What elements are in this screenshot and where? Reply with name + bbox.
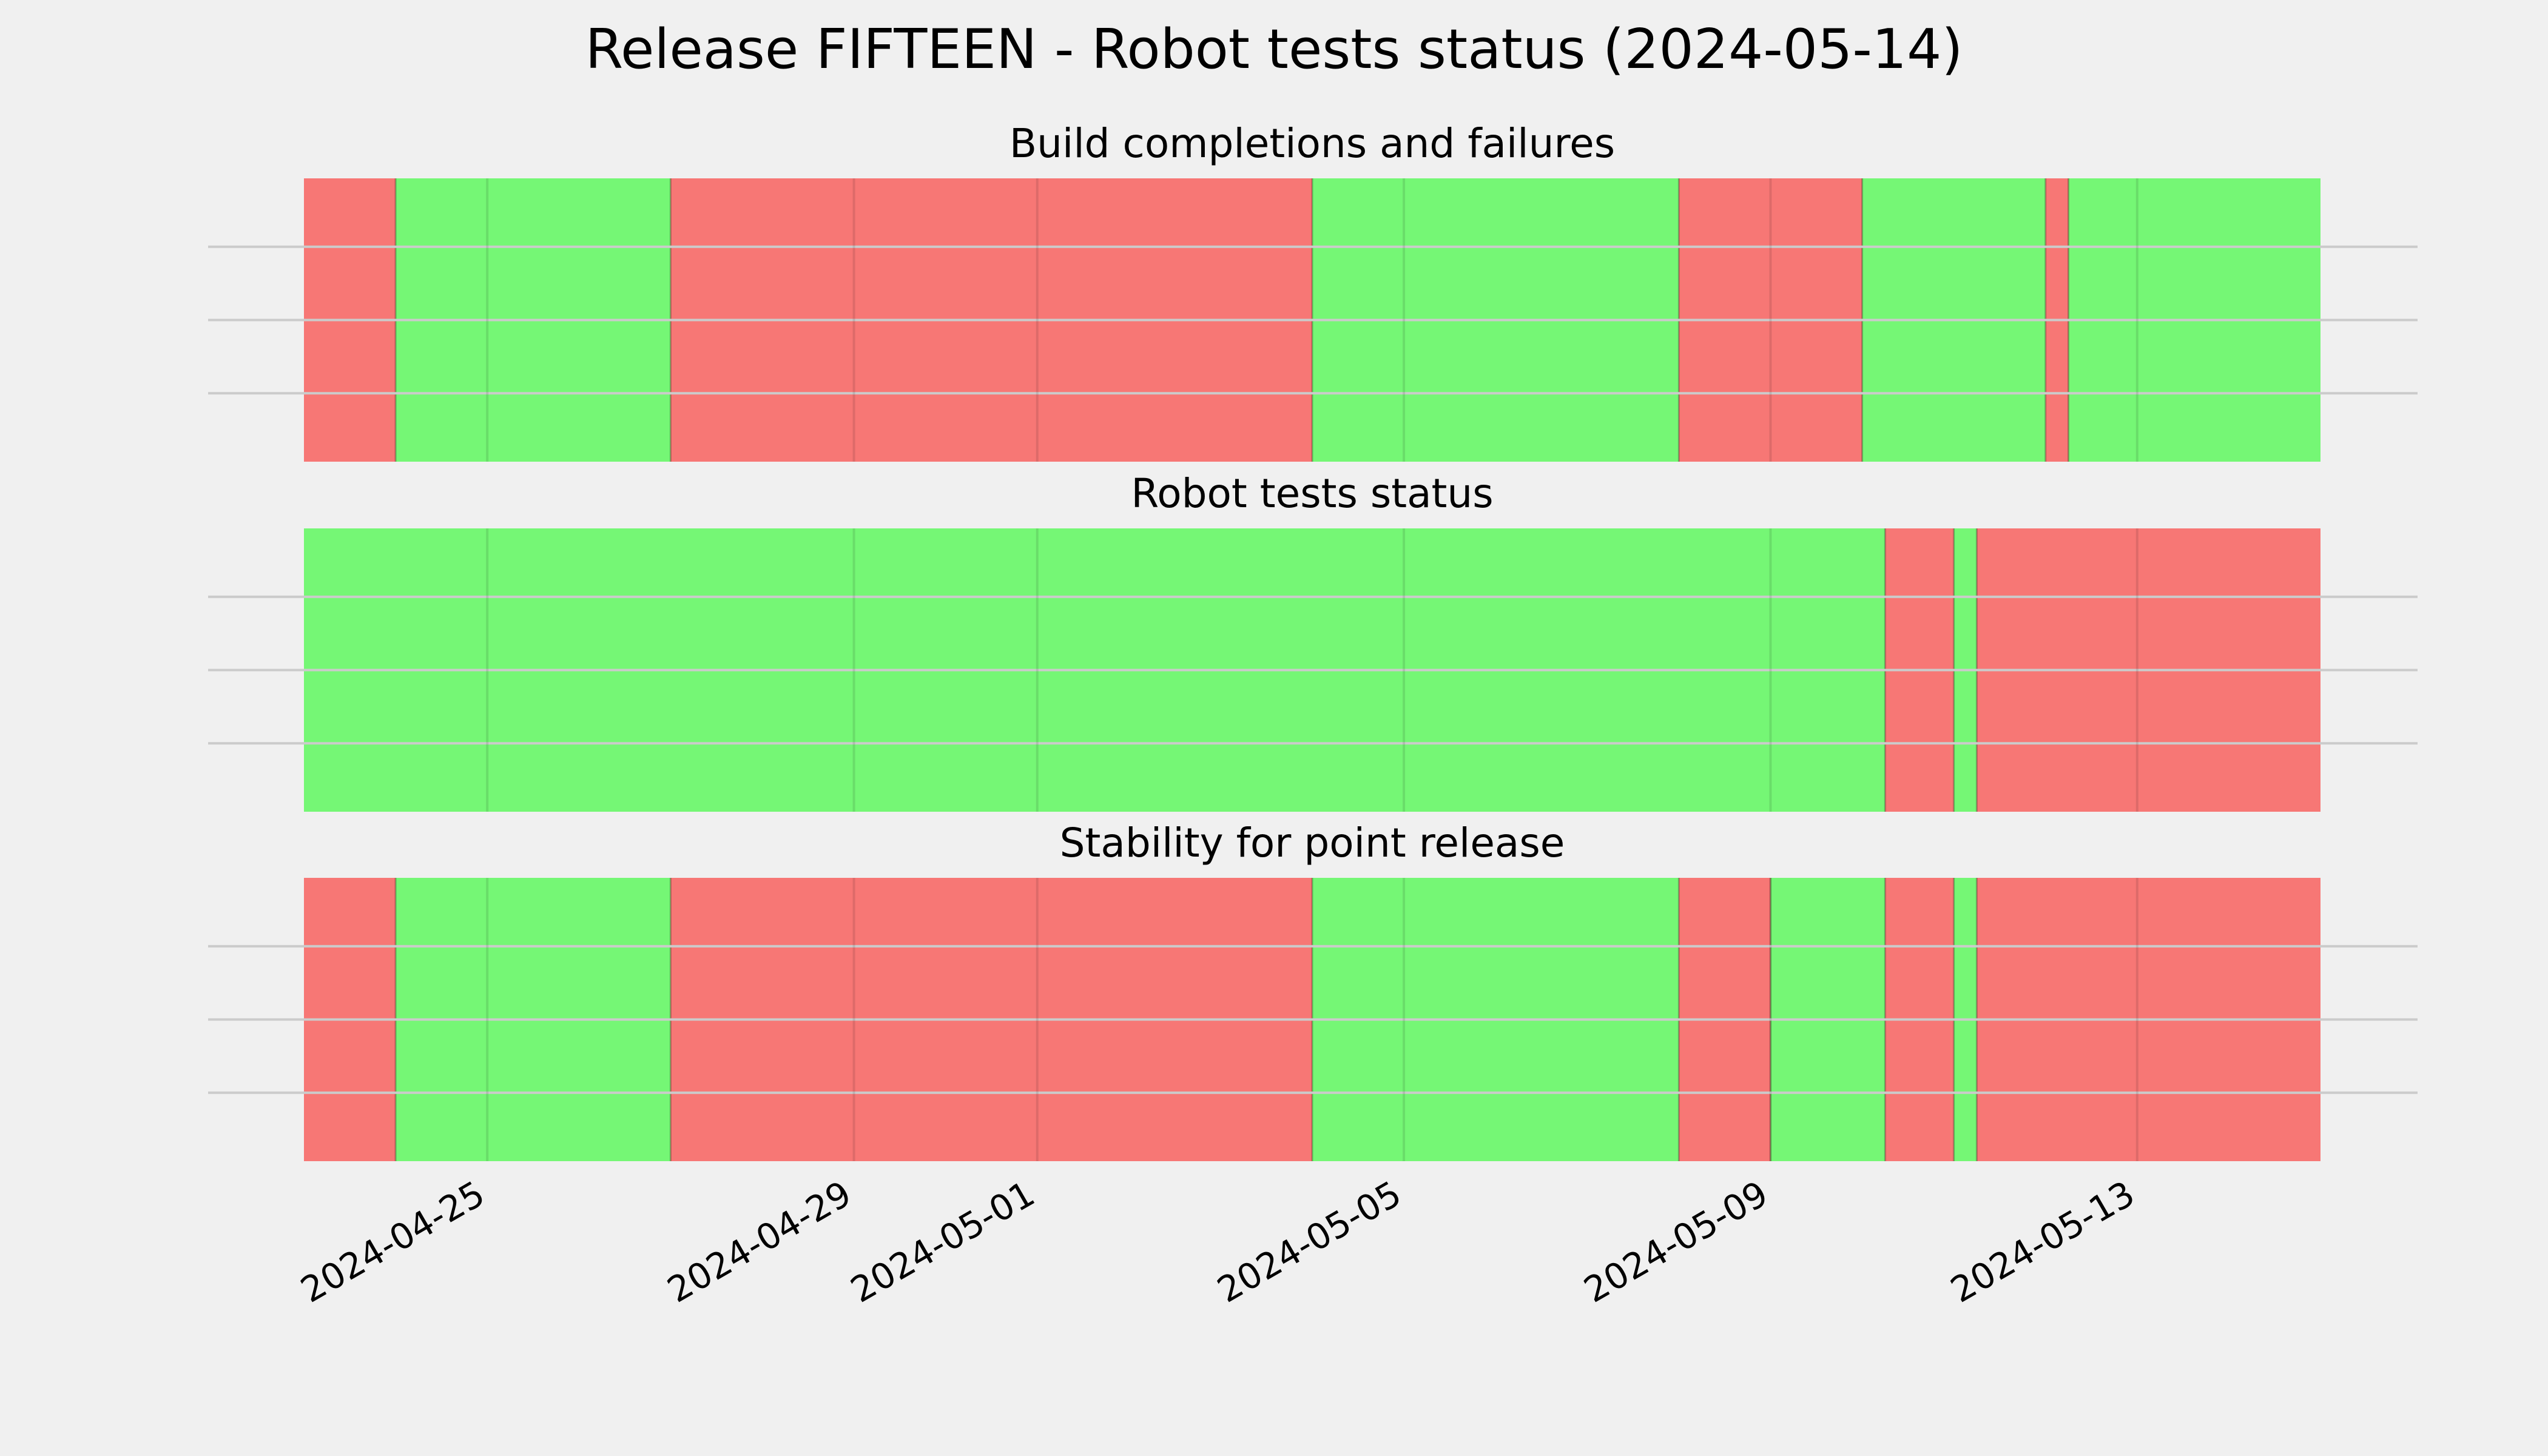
panel-3: Stability for point release [208, 820, 2418, 1161]
panel-title: Robot tests status [1131, 470, 1493, 517]
chart-title: Release FIFTEEN - Robot tests status (20… [585, 18, 1963, 81]
panel-title: Build completions and failures [1009, 120, 1615, 167]
panel-title: Stability for point release [1060, 820, 1565, 866]
panel-1: Build completions and failures [208, 120, 2418, 462]
panels-group: Build completions and failures Robot test… [208, 120, 2418, 1161]
panel-2: Robot tests status [208, 470, 2418, 812]
